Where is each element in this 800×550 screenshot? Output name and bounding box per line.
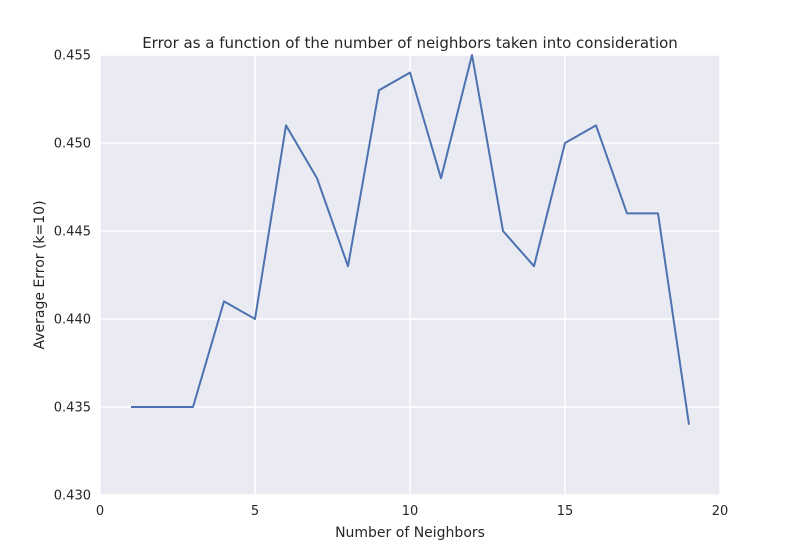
grid-lines	[99, 54, 721, 496]
x-tick-label: 0	[96, 504, 104, 519]
x-axis-label: Number of Neighbors	[335, 525, 485, 541]
series-line	[131, 54, 690, 425]
y-tick-label: 0.430	[54, 489, 91, 504]
y-tick-label: 0.440	[54, 313, 91, 328]
chart-title: Error as a function of the number of nei…	[142, 34, 678, 52]
x-tick-label: 5	[251, 504, 259, 519]
series-layer	[131, 54, 690, 425]
y-axis-label: Average Error (k=10)	[32, 200, 48, 349]
x-tick-label: 15	[557, 504, 574, 519]
y-tick-label: 0.445	[54, 225, 91, 240]
x-tick-label: 20	[712, 504, 729, 519]
y-tick-label: 0.435	[54, 401, 91, 416]
y-tick-label: 0.455	[54, 49, 91, 64]
y-tick-label: 0.450	[54, 137, 91, 152]
tick-labels: 0 5 10 15 20 0.430 0.435 0.440 0.445 0.450 0.455	[54, 49, 728, 520]
x-tick-label: 10	[402, 504, 419, 519]
